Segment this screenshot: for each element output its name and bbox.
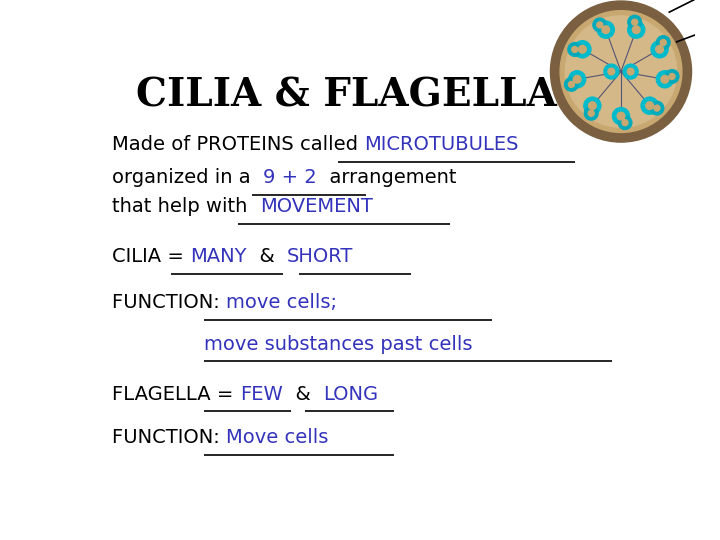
Circle shape: [654, 105, 660, 111]
Circle shape: [568, 43, 582, 56]
Text: MICROTUBULES: MICROTUBULES: [364, 135, 519, 154]
Circle shape: [560, 11, 682, 132]
Circle shape: [631, 19, 638, 25]
Circle shape: [588, 110, 594, 116]
Circle shape: [569, 71, 585, 88]
Circle shape: [572, 46, 577, 52]
Text: Made of PROTEINS called: Made of PROTEINS called: [112, 135, 364, 154]
Circle shape: [660, 39, 666, 45]
Circle shape: [646, 102, 654, 110]
Circle shape: [665, 70, 679, 83]
Circle shape: [602, 26, 610, 33]
Circle shape: [588, 102, 596, 110]
Circle shape: [574, 40, 591, 58]
Circle shape: [628, 15, 642, 29]
Text: CILIA =: CILIA =: [112, 247, 191, 266]
Circle shape: [565, 16, 677, 127]
Circle shape: [656, 45, 663, 53]
Circle shape: [597, 21, 614, 38]
Text: &: &: [283, 384, 323, 403]
Text: arrangement: arrangement: [318, 168, 456, 187]
Circle shape: [618, 116, 632, 130]
Circle shape: [651, 40, 668, 58]
Text: move substances past cells: move substances past cells: [204, 335, 473, 354]
Text: MOVEMENT: MOVEMENT: [260, 198, 373, 217]
Text: SHORT: SHORT: [287, 247, 354, 266]
Text: &: &: [247, 247, 287, 266]
Text: that help with: that help with: [112, 198, 260, 217]
Text: 9 + 2: 9 + 2: [264, 168, 318, 187]
Circle shape: [628, 21, 645, 38]
Circle shape: [564, 78, 578, 91]
Circle shape: [657, 71, 673, 88]
Text: FEW: FEW: [240, 384, 283, 403]
Circle shape: [573, 76, 581, 83]
Text: organized in a: organized in a: [112, 168, 264, 187]
Text: LONG: LONG: [323, 384, 378, 403]
Circle shape: [627, 68, 634, 75]
Circle shape: [593, 18, 606, 32]
Circle shape: [597, 22, 603, 28]
Circle shape: [624, 64, 638, 79]
Circle shape: [579, 45, 586, 53]
Text: CILIA & FLAGELLA: CILIA & FLAGELLA: [136, 77, 557, 115]
Circle shape: [650, 102, 664, 115]
Text: move cells;: move cells;: [226, 293, 337, 312]
Circle shape: [608, 68, 615, 75]
Circle shape: [632, 26, 640, 33]
Circle shape: [617, 112, 625, 120]
Circle shape: [657, 36, 670, 49]
Text: FUNCTION:: FUNCTION:: [112, 428, 226, 447]
Circle shape: [669, 73, 675, 79]
Text: FUNCTION:: FUNCTION:: [112, 293, 226, 312]
Circle shape: [661, 76, 669, 83]
Circle shape: [604, 64, 618, 79]
Text: Move cells: Move cells: [226, 428, 329, 447]
Circle shape: [584, 97, 601, 114]
Circle shape: [568, 82, 575, 87]
Circle shape: [641, 97, 658, 114]
Text: MANY: MANY: [191, 247, 247, 266]
Circle shape: [622, 120, 628, 126]
Circle shape: [585, 106, 598, 120]
Circle shape: [613, 107, 629, 125]
Circle shape: [551, 1, 691, 142]
Text: FLAGELLA =: FLAGELLA =: [112, 384, 240, 403]
